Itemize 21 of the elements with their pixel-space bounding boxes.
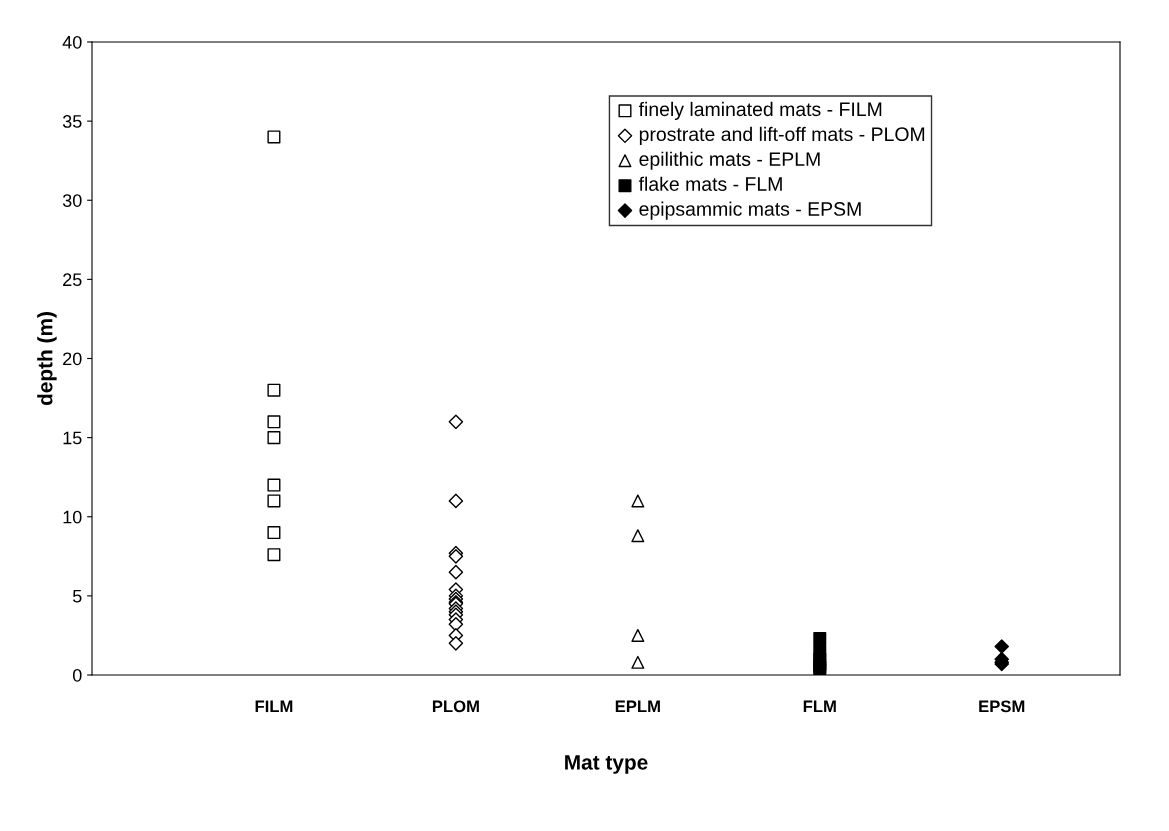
legend-label: flake mats - FLM — [638, 176, 782, 191]
x-tick-label: PLOM — [432, 700, 479, 713]
x-tick-label: FLM — [803, 700, 836, 713]
y-tick-label: 15 — [63, 431, 82, 445]
y-tick-label: 10 — [63, 510, 82, 524]
x-tick-label: EPSM — [979, 700, 1025, 713]
y-tick-label: 25 — [63, 273, 82, 287]
legend-label: prostrate and lift-off mats - PLOM — [639, 126, 925, 145]
y-tick-label: 30 — [62, 194, 82, 207]
legend-label: epilithic mats - EPLM — [639, 151, 820, 170]
y-tick-label: 35 — [62, 115, 82, 128]
y-tick-label: 0 — [72, 668, 82, 682]
x-tick-label: EPLM — [615, 700, 660, 713]
legend-label: epipsammic mats - EPSM — [639, 201, 861, 220]
y-tick-label: 20 — [63, 352, 82, 366]
y-axis-title: depth (m) — [37, 312, 57, 406]
legend-label: finely laminated mats - FILM — [638, 101, 882, 120]
x-tick-label: FILM — [255, 700, 293, 713]
y-tick-label: 40 — [62, 35, 82, 49]
y-tick-label: 5 — [72, 590, 82, 603]
x-axis-title: Mat type — [565, 755, 648, 774]
